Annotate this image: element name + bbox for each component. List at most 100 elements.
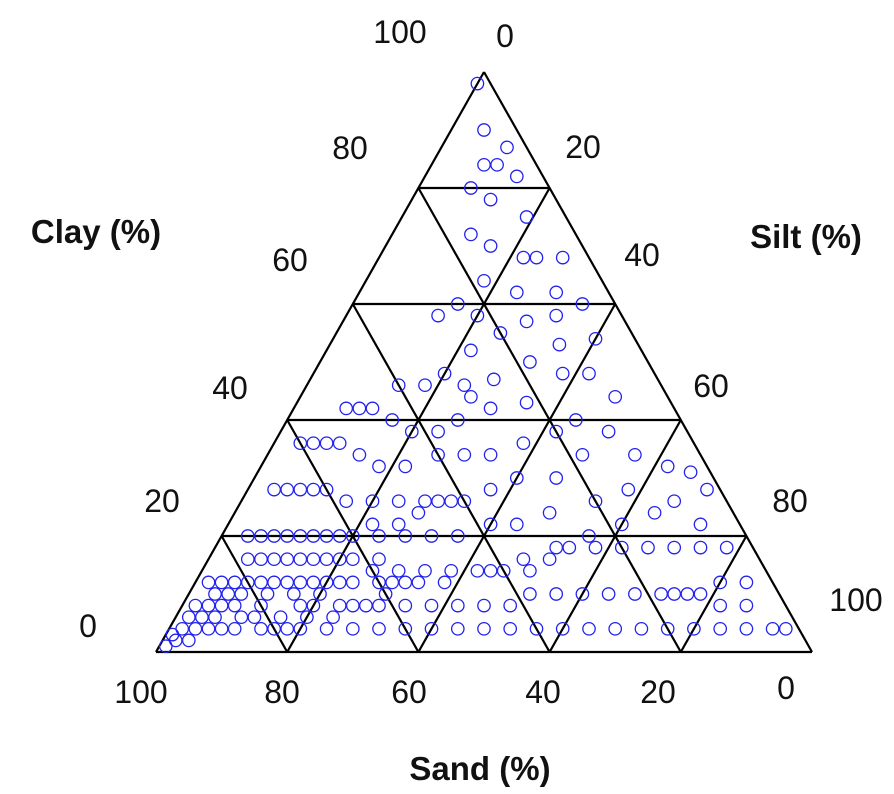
data-point (201, 575, 216, 590)
data-point (523, 587, 537, 601)
data-point (457, 447, 472, 462)
data-point (306, 436, 321, 451)
data-point (450, 297, 465, 311)
data-point (332, 436, 347, 451)
silt-axis-title: Silt (%) (750, 218, 862, 255)
data-point (267, 552, 281, 567)
data-point (444, 563, 459, 578)
data-point (470, 563, 485, 578)
data-point (608, 389, 623, 404)
data-point (713, 621, 728, 636)
data-point (483, 401, 498, 416)
data-point (477, 273, 491, 288)
clay-tick-label: 20 (144, 483, 180, 519)
data-point (614, 517, 629, 532)
data-point (575, 297, 590, 311)
silt-tick-label: 0 (496, 18, 514, 54)
data-point (260, 587, 275, 601)
data-point (628, 587, 642, 601)
data-point (450, 413, 465, 427)
data-point (765, 621, 780, 636)
data-point (509, 517, 524, 532)
data-point (398, 529, 413, 543)
data-point (700, 482, 714, 497)
data-point (391, 494, 406, 509)
data-point (483, 192, 498, 207)
data-point (286, 587, 301, 601)
data-point (549, 471, 564, 485)
data-point (713, 598, 728, 613)
data-point (503, 598, 518, 613)
data-point (431, 308, 445, 323)
data-point (365, 563, 380, 578)
data-point (372, 598, 386, 613)
sand-grid-line (351, 303, 551, 653)
data-point (398, 621, 413, 636)
data-point (293, 621, 308, 636)
data-point (214, 598, 229, 613)
data-point (457, 494, 472, 509)
data-point (332, 598, 347, 613)
data-point (582, 366, 596, 381)
data-point (477, 598, 491, 613)
data-point (345, 552, 360, 567)
data-point (424, 621, 439, 636)
data-point (437, 366, 452, 381)
data-point (234, 587, 249, 601)
data-point (306, 575, 321, 590)
data-point (667, 587, 682, 601)
data-point (552, 337, 567, 352)
data-point (339, 401, 354, 416)
data-point (188, 598, 203, 613)
sand-tick-label: 80 (264, 674, 300, 710)
data-point (477, 621, 491, 636)
data-point (385, 413, 400, 427)
data-point (470, 308, 485, 323)
data-point (306, 482, 321, 497)
data-point (240, 575, 255, 590)
data-point (188, 621, 203, 636)
data-point (628, 447, 642, 462)
data-point (575, 587, 590, 601)
data-point (549, 424, 564, 439)
data-point (519, 395, 534, 410)
sand-tick-label: 100 (114, 674, 167, 710)
data-point (339, 494, 354, 509)
data-point (667, 540, 682, 555)
data-point (450, 621, 465, 636)
data-point (496, 563, 511, 578)
data-point (319, 621, 334, 636)
data-point (418, 563, 432, 578)
clay-axis-title: Clay (%) (31, 213, 161, 250)
data-point (293, 552, 308, 567)
data-point (500, 140, 514, 155)
data-point (352, 447, 367, 462)
data-point (424, 529, 439, 543)
data-point (450, 598, 465, 613)
data-point (267, 529, 281, 543)
sand-tick-label: 0 (777, 670, 795, 706)
data-point (418, 378, 432, 393)
data-point (614, 540, 629, 555)
data-point (359, 598, 373, 613)
data-point (588, 540, 603, 555)
data-point (555, 366, 570, 381)
data-point (634, 621, 649, 636)
data-point (168, 633, 183, 648)
data-point (227, 621, 242, 636)
data-point (549, 285, 564, 300)
data-point (660, 621, 675, 636)
data-point (509, 285, 524, 300)
data-point (503, 621, 518, 636)
data-point (483, 482, 498, 497)
data-point (431, 494, 445, 509)
data-point (214, 621, 229, 636)
data-point (300, 610, 314, 625)
data-point (391, 563, 406, 578)
data-point (208, 587, 222, 601)
data-point (516, 250, 531, 265)
data-point (221, 587, 236, 601)
data-point (588, 494, 603, 509)
data-point (227, 575, 242, 590)
silt-grid-line (417, 303, 617, 653)
